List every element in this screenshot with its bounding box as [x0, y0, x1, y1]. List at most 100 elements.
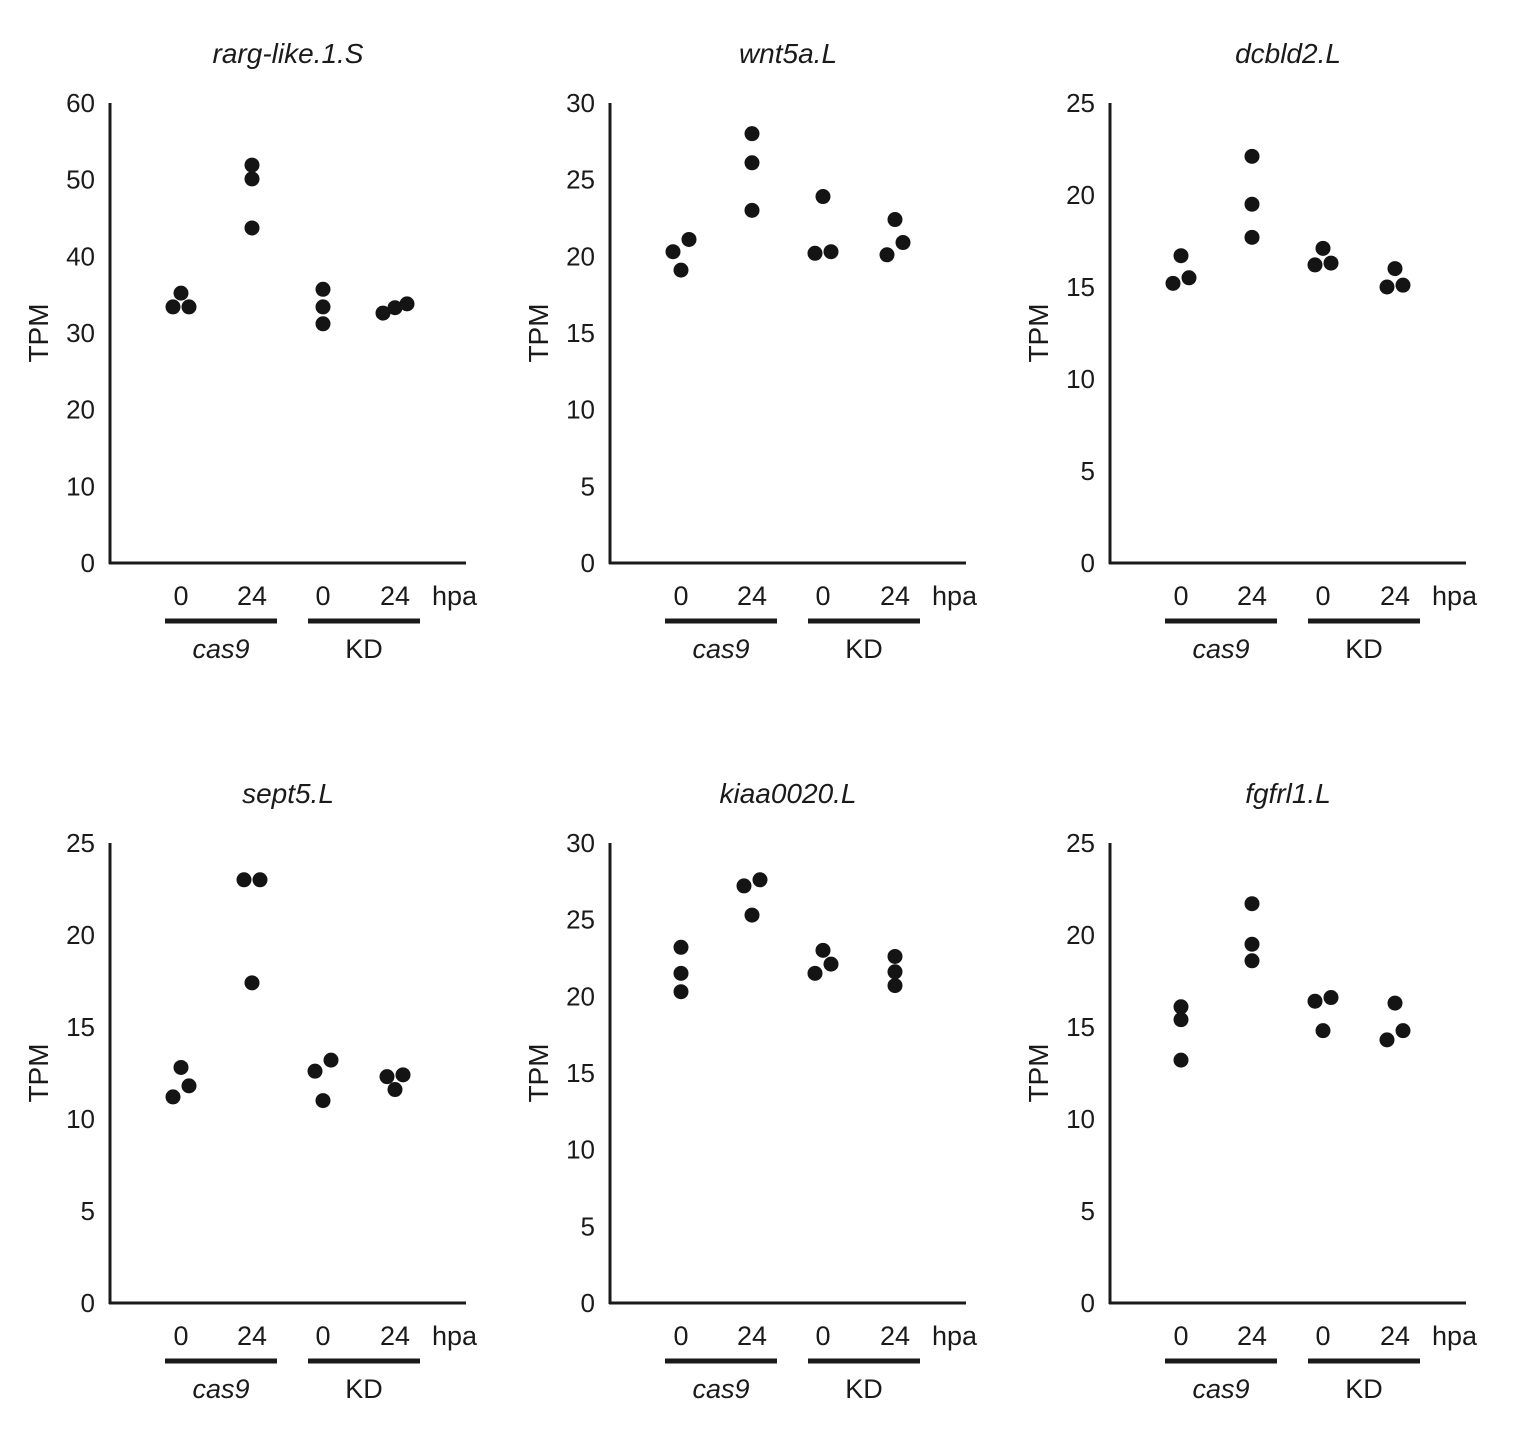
data-point — [887, 964, 903, 980]
x-tick-label: 24 — [1237, 1321, 1267, 1351]
group-label: cas9 — [192, 1374, 249, 1404]
data-point — [236, 872, 252, 888]
panel-title: kiaa0020.L — [719, 778, 856, 809]
x-tick-label: 0 — [673, 1321, 688, 1351]
y-tick-label: 0 — [1081, 1288, 1095, 1318]
data-point — [736, 878, 752, 894]
data-point — [744, 155, 760, 171]
x-tick-label: 24 — [880, 1321, 910, 1351]
data-point — [244, 220, 260, 236]
data-point — [815, 189, 831, 205]
x-tick-label: 24 — [737, 581, 767, 611]
x-unit-label: hpa — [432, 581, 478, 611]
data-point — [1379, 1032, 1395, 1048]
data-point — [1395, 1023, 1411, 1039]
y-tick-label: 10 — [566, 395, 595, 425]
y-tick-label: 10 — [66, 1104, 95, 1134]
group-label: KD — [1345, 1374, 1383, 1404]
data-point — [665, 244, 681, 260]
data-point — [807, 965, 823, 981]
data-point — [823, 956, 839, 972]
y-tick-label: 25 — [566, 905, 595, 935]
y-tick-label: 50 — [66, 165, 95, 195]
group-label: cas9 — [692, 634, 749, 664]
panel-5: kiaa0020.L 0 5 10 15 20 25 30 TPM 0 24 0 24 hpa cas9 KD — [523, 778, 978, 1404]
data-point — [244, 157, 260, 173]
y-axis-label: TPM — [523, 1043, 554, 1102]
data-point — [1244, 896, 1260, 912]
x-tick-label: 0 — [815, 581, 830, 611]
y-tick-label: 5 — [1081, 1196, 1095, 1226]
data-point — [752, 872, 768, 888]
panel-title: sept5.L — [242, 778, 334, 809]
data-point — [165, 1089, 181, 1105]
panel-1: rarg-like.1.S 0 10 20 30 40 50 60 TPM 0 24 0 24 hpa ca… — [23, 38, 478, 664]
data-point — [744, 202, 760, 218]
x-tick-label: 24 — [380, 581, 410, 611]
group-label: cas9 — [1192, 1374, 1249, 1404]
data-point — [181, 1078, 197, 1094]
y-tick-label: 15 — [566, 318, 595, 348]
x-tick-label: 24 — [380, 1321, 410, 1351]
x-tick-label: 0 — [815, 1321, 830, 1351]
data-point — [244, 975, 260, 991]
data-point — [315, 316, 331, 332]
data-point — [307, 1063, 323, 1079]
data-point — [744, 907, 760, 923]
data-point — [395, 1067, 411, 1083]
y-tick-label: 5 — [581, 471, 595, 501]
group-label: KD — [345, 634, 383, 664]
data-point — [1307, 257, 1323, 273]
data-point — [1173, 248, 1189, 264]
panel-6: fgfrl1.L 0 5 10 15 20 25 TPM 0 24 0 24 hpa cas9 KD — [1023, 778, 1478, 1404]
x-unit-label: hpa — [432, 1321, 478, 1351]
data-point — [1387, 261, 1403, 277]
data-point — [681, 231, 697, 247]
x-tick-label: 24 — [1380, 581, 1410, 611]
panel-title: dcbld2.L — [1235, 38, 1341, 69]
data-point — [1379, 279, 1395, 295]
y-tick-label: 0 — [581, 1288, 595, 1318]
y-tick-label: 0 — [81, 548, 95, 578]
y-tick-label: 25 — [1066, 828, 1095, 858]
data-point — [315, 281, 331, 297]
x-tick-label: 24 — [1237, 581, 1267, 611]
data-point — [387, 1082, 403, 1098]
x-tick-label: 24 — [237, 1321, 267, 1351]
data-point — [1307, 993, 1323, 1009]
data-point — [1173, 1012, 1189, 1028]
data-point — [1244, 936, 1260, 952]
group-label: KD — [345, 1374, 383, 1404]
y-axis-label: TPM — [1023, 1043, 1054, 1102]
data-point — [323, 1052, 339, 1068]
y-tick-label: 0 — [1081, 548, 1095, 578]
data-point — [1244, 148, 1260, 164]
x-unit-label: hpa — [1432, 581, 1478, 611]
y-axis-label: TPM — [1023, 303, 1054, 362]
x-tick-label: 0 — [673, 581, 688, 611]
y-tick-label: 20 — [566, 981, 595, 1011]
data-point — [887, 948, 903, 964]
y-tick-label: 15 — [566, 1058, 595, 1088]
y-tick-label: 5 — [1081, 456, 1095, 486]
y-tick-label: 10 — [566, 1135, 595, 1165]
group-label: KD — [1345, 634, 1383, 664]
y-tick-label: 5 — [81, 1196, 95, 1226]
y-tick-label: 20 — [66, 395, 95, 425]
y-tick-label: 30 — [566, 828, 595, 858]
data-point — [181, 299, 197, 315]
group-label: cas9 — [192, 634, 249, 664]
data-point — [1395, 277, 1411, 293]
data-point — [375, 305, 391, 321]
data-point — [673, 939, 689, 955]
data-point — [252, 872, 268, 888]
data-point — [823, 244, 839, 260]
data-point — [399, 296, 415, 312]
data-point — [1244, 196, 1260, 212]
y-axis-label: TPM — [23, 1043, 54, 1102]
group-label: cas9 — [692, 1374, 749, 1404]
x-tick-label: 24 — [737, 1321, 767, 1351]
y-tick-label: 25 — [1066, 88, 1095, 118]
panel-title: rarg-like.1.S — [213, 38, 364, 69]
